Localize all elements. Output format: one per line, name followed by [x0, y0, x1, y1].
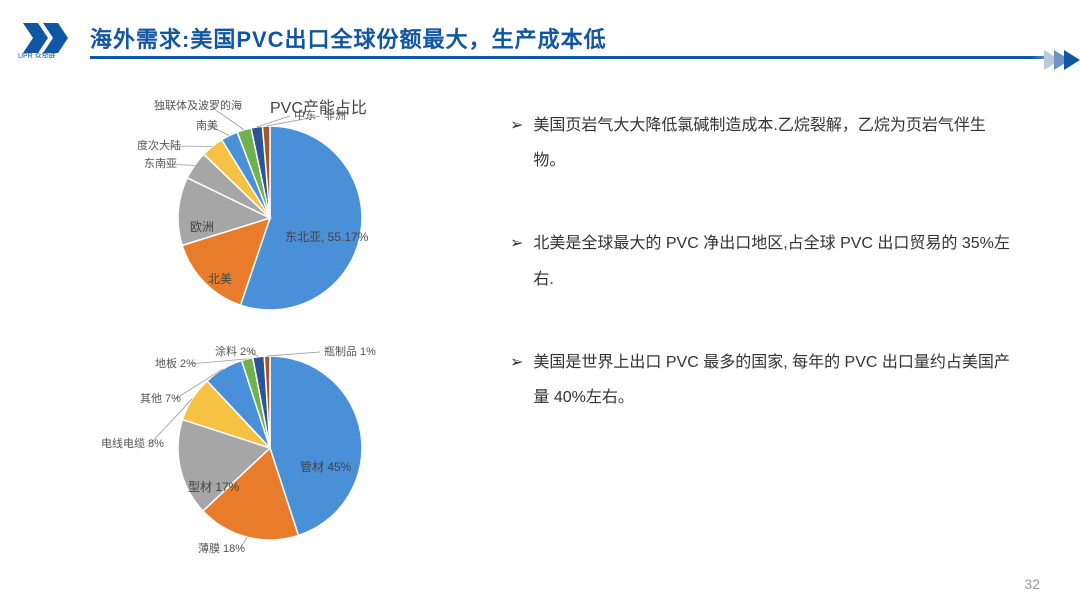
slice-callout-label: 电线电缆 8% [101, 438, 164, 450]
pie-chart-usage: 管材 45% 薄膜 18% 型材 17% 电线电缆 8% 其他 7% 地板 2% 涂料 2%… [70, 328, 430, 558]
bullet-list: ➢ 美国页岩气大大降低氯碱制造成本.乙烷裂解，乙烷为页岩气伴生物。 ➢ 北美是全… [460, 98, 1040, 558]
slice-callout-label: 南美 [196, 120, 218, 132]
bullet-text: 美国页岩气大大降低氯碱制造成本.乙烷裂解，乙烷为页岩气伴生物。 [533, 108, 1010, 178]
svg-text:UPR 众塑联: UPR 众塑联 [18, 51, 56, 58]
page-number: 32 [1024, 576, 1040, 592]
slice-callout-label: 东南亚 [144, 158, 177, 170]
slice-callout-label: 薄膜 18% [198, 543, 245, 555]
slice-callout-label: 独联体及波罗的海 [154, 100, 242, 112]
slide-title: 海外需求:美国PVC出口全球份额最大，生产成本低 [90, 22, 607, 54]
slice-callout-label: 地板 2% [155, 358, 196, 370]
slice-callout-label: 瓶制品 1% [324, 346, 376, 358]
slice-label: 北美 [208, 270, 232, 287]
bullet-arrow-icon: ➢ [510, 226, 523, 296]
slice-label: 型材 17% [188, 478, 239, 495]
header-arrows [1050, 50, 1080, 70]
bullet-text: 北美是全球最大的 PVC 净出口地区,占全球 PVC 出口贸易的 35%左右. [533, 226, 1010, 296]
slice-label: 管材 45% [300, 458, 351, 475]
slice-label: 欧洲 [190, 218, 214, 235]
pie-title: PVC产能占比 [270, 94, 367, 118]
slide-content: PVC产能占比东北亚, 55.17% 北美 欧洲 东南亚 度次大陆 南美 独联体及波罗的海中… [0, 58, 1080, 558]
slice-label: 东北亚, 55.17% [285, 228, 368, 245]
pie-chart-capacity: PVC产能占比东北亚, 55.17%北美欧洲东南亚度次大陆南美独联体及波罗的海中… [70, 98, 430, 328]
brand-logo: UPR 众塑联 [18, 18, 78, 58]
slice-callout-label: 度次大陆 [137, 140, 181, 152]
bullet-arrow-icon: ➢ [510, 345, 523, 415]
bullet-item: ➢ 美国页岩气大大降低氯碱制造成本.乙烷裂解，乙烷为页岩气伴生物。 [510, 108, 1010, 178]
bullet-item: ➢ 美国是世界上出口 PVC 最多的国家, 每年的 PVC 出口量约占美国产量 … [510, 345, 1010, 415]
bullet-text: 美国是世界上出口 PVC 最多的国家, 每年的 PVC 出口量约占美国产量 40… [533, 345, 1010, 415]
slice-callout-label: 中东 [294, 110, 316, 122]
slide-header: UPR 众塑联 海外需求:美国PVC出口全球份额最大，生产成本低 [0, 0, 1080, 58]
slice-callout-label: 涂料 2% [215, 346, 256, 358]
slice-callout-label: 非洲 [324, 110, 346, 122]
bullet-arrow-icon: ➢ [510, 108, 523, 178]
title-underline [90, 56, 1080, 59]
bullet-item: ➢ 北美是全球最大的 PVC 净出口地区,占全球 PVC 出口贸易的 35%左右… [510, 226, 1010, 296]
charts-column: PVC产能占比东北亚, 55.17%北美欧洲东南亚度次大陆南美独联体及波罗的海中… [40, 98, 460, 558]
slice-callout-label: 其他 7% [140, 393, 181, 405]
